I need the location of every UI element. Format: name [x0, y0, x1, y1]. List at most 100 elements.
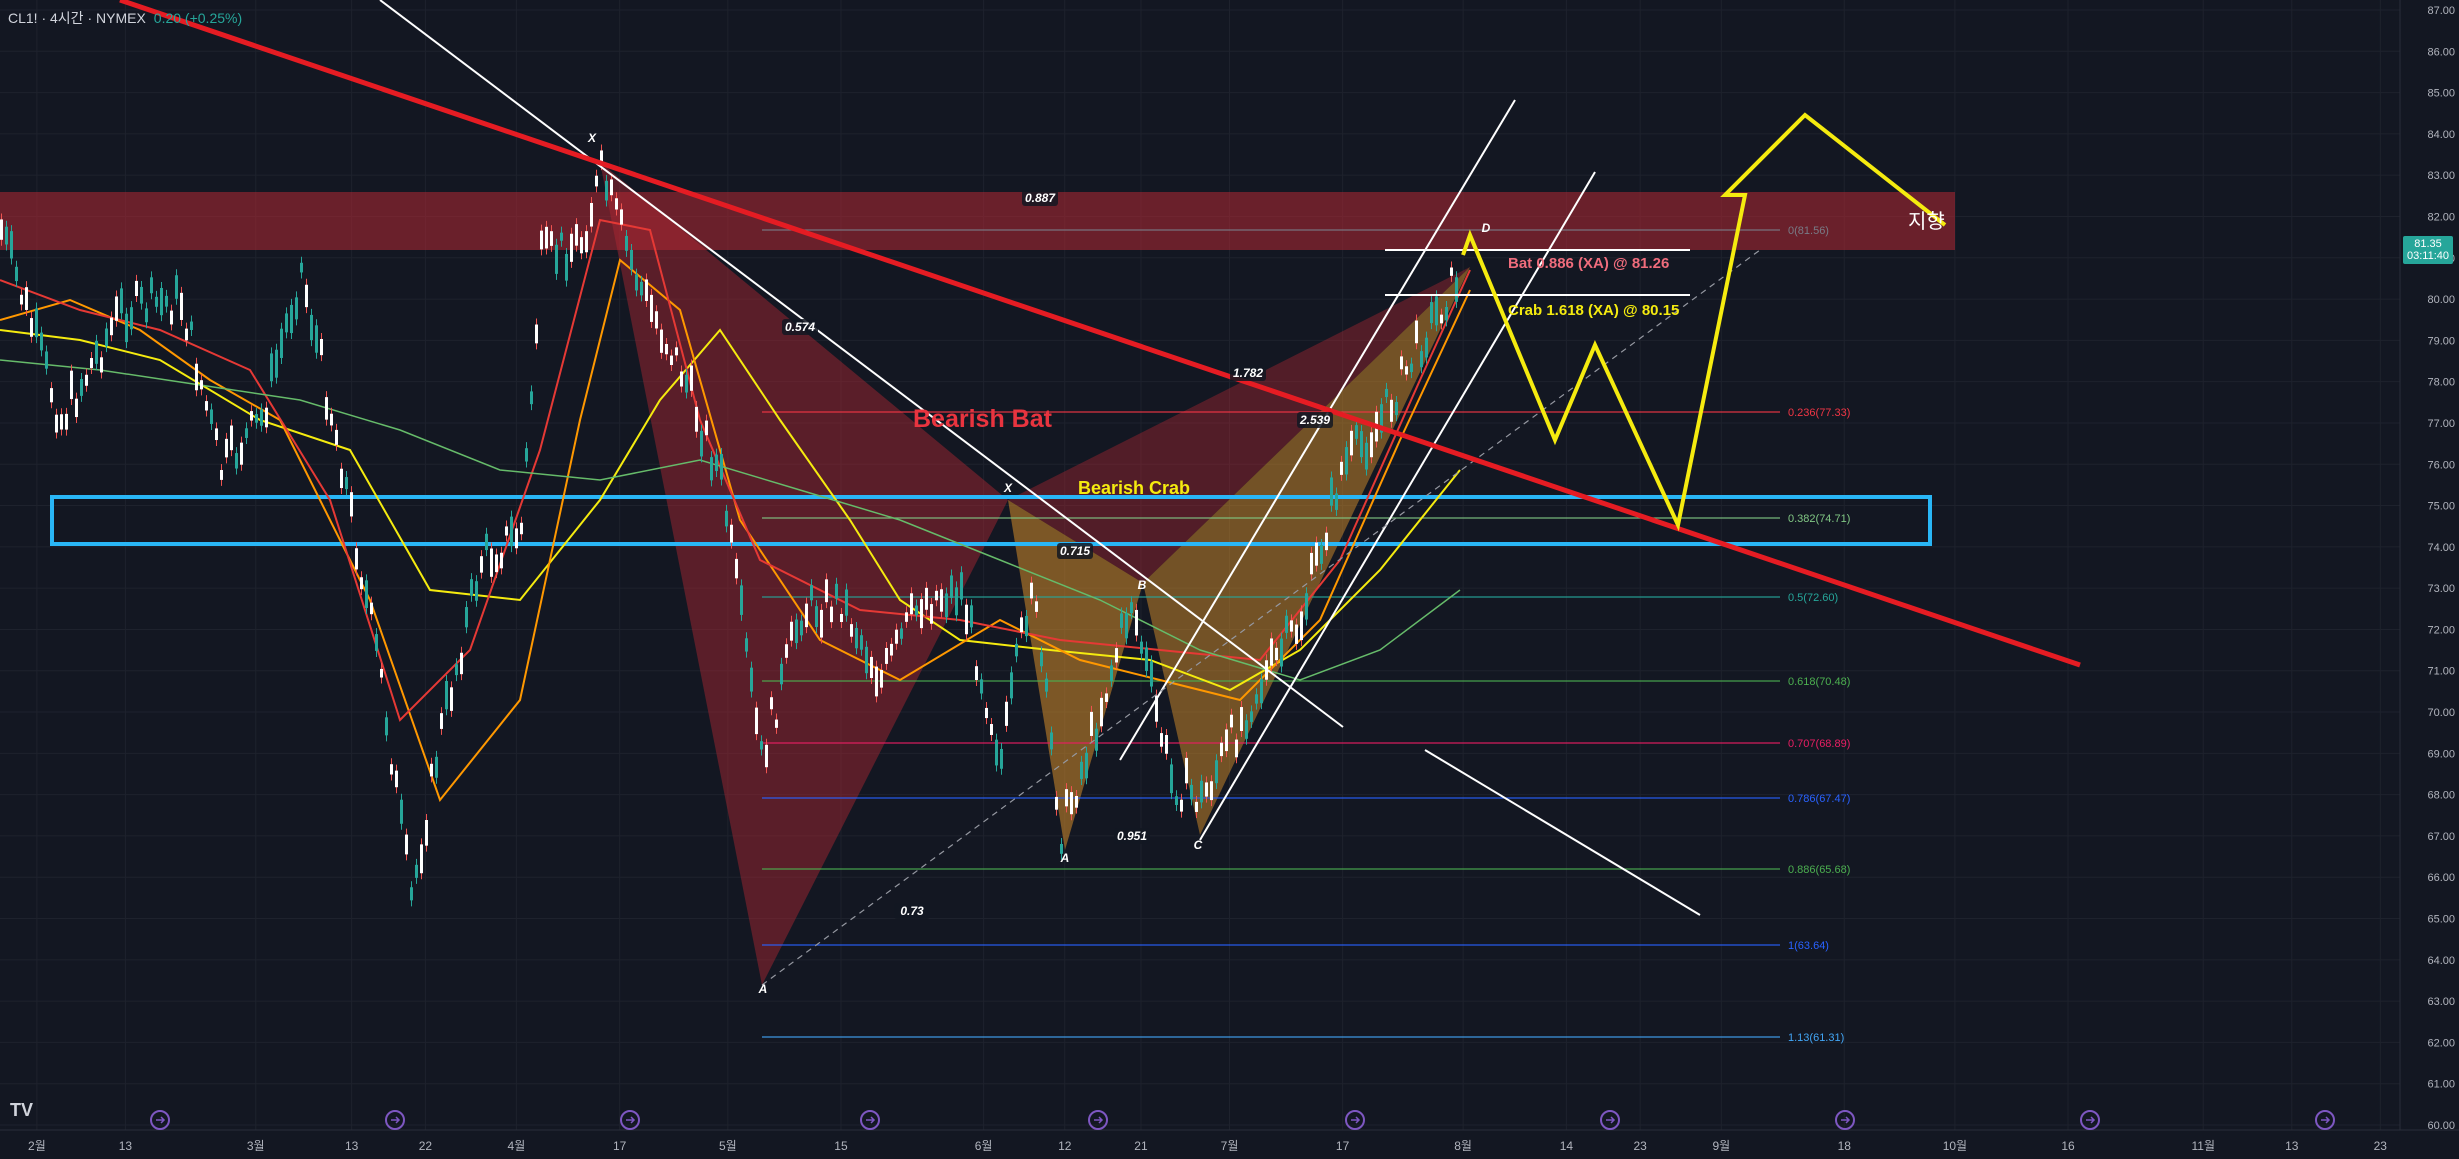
time-tick: 16 [2061, 1139, 2075, 1153]
time-tick: 23 [1633, 1139, 1647, 1153]
price-axis[interactable]: 87.0086.0085.0084.0083.0082.0081.0080.00… [2399, 0, 2459, 1159]
svg-text:0.715: 0.715 [1060, 544, 1090, 558]
time-tick: 15 [834, 1139, 848, 1153]
price-tick: 60.00 [2427, 1120, 2455, 1132]
price-tick: 62.00 [2427, 1037, 2455, 1049]
fib-level-label: 0(81.56) [1788, 225, 1829, 237]
last-price-tag: 81.35 03:11:40 [2403, 236, 2453, 264]
pivot-label: C [1194, 838, 1203, 852]
price-tick: 74.00 [2427, 542, 2455, 554]
price-tick: 85.00 [2427, 88, 2455, 100]
price-tick: 76.00 [2427, 459, 2455, 471]
price-tick: 82.00 [2427, 211, 2455, 223]
price-tick: 67.00 [2427, 831, 2455, 843]
fib-level-label: 1.13(61.31) [1788, 1032, 1844, 1044]
svg-text:0.574: 0.574 [785, 320, 815, 334]
event-marker-icon[interactable] [2080, 1110, 2100, 1130]
fib-retracement[interactable]: 0(81.56) 0.236(77.33) 0.382(74.71) 0.5(72.6… [762, 225, 1850, 1044]
event-markers[interactable] [150, 1110, 2335, 1130]
time-tick: 13 [2285, 1139, 2299, 1153]
time-tick: 2월 [28, 1139, 46, 1153]
price-tick: 73.00 [2427, 583, 2455, 595]
ratio-badge: 0.715 [1057, 543, 1093, 559]
xd-dashed-line [761, 249, 1761, 986]
price-tick: 75.00 [2427, 501, 2455, 513]
pivot-label: A [758, 982, 768, 996]
pivot-label: X [587, 131, 597, 145]
price-projection[interactable] [1461, 112, 1947, 532]
pivot-label: B [1138, 578, 1147, 592]
time-tick: 12 [1058, 1139, 1072, 1153]
ratio-badge: 2.539 [1297, 412, 1333, 428]
event-marker-icon[interactable] [1345, 1110, 1365, 1130]
event-marker-icon[interactable] [385, 1110, 405, 1130]
support-box[interactable] [50, 495, 1932, 546]
time-tick: 11월 [2192, 1139, 2216, 1153]
event-marker-icon[interactable] [1835, 1110, 1855, 1130]
time-tick: 8월 [1454, 1139, 1472, 1153]
price-tick: 86.00 [2427, 46, 2455, 58]
price-tick: 64.00 [2427, 955, 2455, 967]
fib-level-label: 0.707(68.89) [1788, 738, 1850, 750]
price-tick: 79.00 [2427, 335, 2455, 347]
event-marker-icon[interactable] [620, 1110, 640, 1130]
fib-level-label: 0.236(77.33) [1788, 407, 1850, 419]
tradingview-logo-icon[interactable]: TV [10, 1100, 34, 1120]
time-tick: 3월 [247, 1139, 265, 1153]
time-tick: 13 [119, 1139, 133, 1153]
price-tick: 63.00 [2427, 996, 2455, 1008]
korean-note: 지향 [1908, 210, 1945, 233]
ratio-badge: 0.574 [782, 319, 818, 335]
pivot-label: X [1003, 481, 1013, 495]
time-tick: 4월 [508, 1139, 526, 1153]
price-tick: 84.00 [2427, 129, 2455, 141]
pattern-labels: Bearish Bat Bearish Crab Bat 0.886 (XA) … [913, 210, 1945, 498]
time-tick: 10월 [1943, 1139, 1967, 1153]
price-tick: 69.00 [2427, 748, 2455, 760]
fib-level-label: 0.5(72.60) [1788, 592, 1838, 604]
time-tick: 17 [1336, 1139, 1350, 1153]
price-tick: 78.00 [2427, 377, 2455, 389]
event-marker-icon[interactable] [1600, 1110, 1620, 1130]
pivot-label: A [1060, 851, 1070, 865]
event-marker-icon[interactable] [860, 1110, 880, 1130]
ratio-badge: 1.782 [1230, 365, 1266, 381]
last-price: 81.35 [2414, 238, 2442, 250]
red-trendline[interactable] [119, 0, 2081, 668]
svg-text:2.539: 2.539 [1299, 413, 1330, 427]
channel-lines[interactable] [379, 0, 1701, 916]
candlestick-series[interactable] [0, 144, 1458, 907]
chart-header[interactable]: CL1! · 4시간 · NYMEX 0.20 (+0.25%) [8, 8, 242, 28]
time-tick: 23 [2374, 1139, 2388, 1153]
time-tick: 14 [1560, 1139, 1574, 1153]
time-tick: 5월 [719, 1139, 737, 1153]
event-marker-icon[interactable] [1088, 1110, 1108, 1130]
ratio-badge: 0.951 [1114, 828, 1150, 844]
time-tick: 9월 [1712, 1139, 1730, 1153]
bearish-crab-label: Bearish Crab [1078, 478, 1190, 498]
svg-text:1.782: 1.782 [1233, 366, 1263, 380]
time-tick: 7월 [1221, 1139, 1239, 1153]
fib-level-label: 0.786(67.47) [1788, 793, 1850, 805]
svg-text:0.951: 0.951 [1117, 829, 1147, 843]
moving-averages [0, 218, 1471, 803]
event-marker-icon[interactable] [150, 1110, 170, 1130]
pivot-point-labels: X A X A B C D [587, 131, 1491, 996]
pivot-label: D [1482, 221, 1491, 235]
price-tick: 65.00 [2427, 914, 2455, 926]
time-axis[interactable]: 2월 13 3월 13 22 4월 17 5월 15 6월 12 21 7월 17 8월 14 23 9월 18 10… [0, 1129, 2459, 1159]
event-marker-icon[interactable] [2315, 1110, 2335, 1130]
svg-text:0.887: 0.887 [1025, 191, 1056, 205]
price-tick: 77.00 [2427, 418, 2455, 430]
symbol-title[interactable]: CL1! · 4시간 · NYMEX [8, 10, 146, 26]
crab-target-label: Crab 1.618 (XA) @ 80.15 [1508, 302, 1679, 319]
price-tick: 61.00 [2427, 1079, 2455, 1091]
price-change: 0.20 (+0.25%) [153, 10, 243, 26]
price-tick: 87.00 [2427, 5, 2455, 17]
price-tick: 80.00 [2427, 294, 2455, 306]
time-tick: 6월 [975, 1139, 993, 1153]
time-tick: 17 [613, 1139, 627, 1153]
price-tick: 71.00 [2427, 666, 2455, 678]
bearish-bat-label: Bearish Bat [913, 405, 1053, 433]
